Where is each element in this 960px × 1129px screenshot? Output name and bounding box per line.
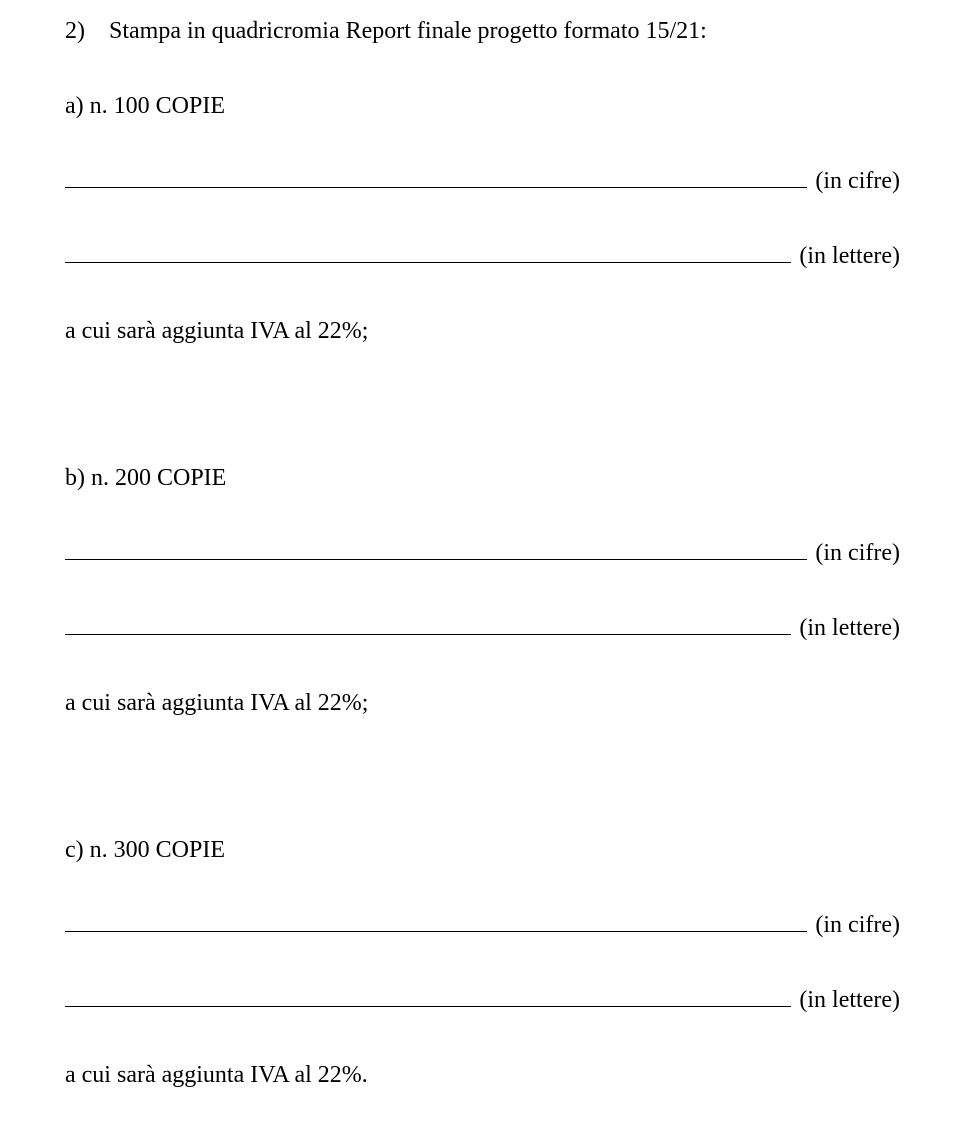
in-cifre-label: (in cifre) <box>815 912 900 939</box>
blank-line <box>65 244 791 263</box>
blank-line <box>65 541 807 560</box>
option-a-iva: a cui sarà aggiunta IVA al 22%; <box>65 318 900 345</box>
option-c-cifre-line: (in cifre) <box>65 912 900 939</box>
section-heading: 2) Stampa in quadricromia Report finale … <box>65 18 900 45</box>
option-c-iva: a cui sarà aggiunta IVA al 22%. <box>65 1062 900 1089</box>
in-cifre-label: (in cifre) <box>815 168 900 195</box>
option-b-lettere-line: (in lettere) <box>65 615 900 642</box>
option-b-iva: a cui sarà aggiunta IVA al 22%; <box>65 690 900 717</box>
option-b-group: b) n. 200 COPIE (in cifre) (in lettere) … <box>65 465 900 717</box>
in-lettere-label: (in lettere) <box>799 987 900 1014</box>
option-a-lettere-line: (in lettere) <box>65 243 900 270</box>
in-lettere-label: (in lettere) <box>799 615 900 642</box>
option-b-label: b) n. 200 COPIE <box>65 465 900 492</box>
option-a-label: a) n. 100 COPIE <box>65 93 900 120</box>
option-a-group: a) n. 100 COPIE (in cifre) (in lettere) … <box>65 93 900 345</box>
option-c-lettere-line: (in lettere) <box>65 987 900 1014</box>
blank-line <box>65 169 807 188</box>
in-cifre-label: (in cifre) <box>815 540 900 567</box>
blank-line <box>65 913 807 932</box>
document-page: 2) Stampa in quadricromia Report finale … <box>0 0 960 1129</box>
option-b-cifre-line: (in cifre) <box>65 540 900 567</box>
blank-line <box>65 988 791 1007</box>
option-a-cifre-line: (in cifre) <box>65 168 900 195</box>
blank-line <box>65 616 791 635</box>
option-c-label: c) n. 300 COPIE <box>65 837 900 864</box>
option-c-group: c) n. 300 COPIE (in cifre) (in lettere) … <box>65 837 900 1089</box>
in-lettere-label: (in lettere) <box>799 243 900 270</box>
